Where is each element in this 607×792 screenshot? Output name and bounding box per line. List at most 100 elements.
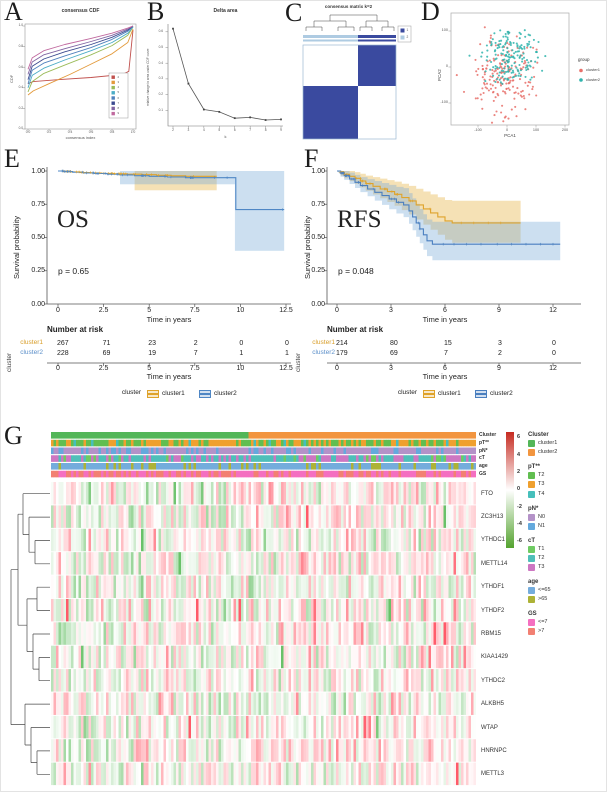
panel-e-pvalue: p = 0.65: [58, 266, 89, 276]
pca-point: [481, 107, 484, 110]
svgF-legend-label: cluster1: [438, 389, 461, 397]
panel-g-legend-label: <=65: [538, 587, 551, 593]
km-legend-line: [476, 393, 486, 395]
panel-g-legend-label: T3: [538, 481, 545, 488]
censor-mark: [281, 208, 284, 211]
panel-g-gene-label: RBM15: [481, 630, 502, 637]
panel-e-risk-title: Number at risk: [47, 325, 104, 334]
censor-mark: [551, 242, 555, 246]
panel-g-legend-swatch: [528, 513, 535, 521]
pca-point: [506, 47, 509, 50]
censor-mark: [61, 169, 65, 173]
pca-point: [490, 44, 493, 47]
panel-a-legend-label: 6: [117, 95, 120, 100]
panel-g-legend-label: >65: [538, 596, 548, 603]
pca-point: [501, 52, 504, 56]
pca-point: [529, 78, 532, 81]
panel-d-letter: D: [421, 0, 440, 26]
gene-dendrogram-branch: [36, 586, 50, 611]
pca-point: [523, 45, 526, 48]
censor-mark: [396, 193, 399, 196]
pca-point: [507, 58, 510, 61]
pca-point: [508, 43, 511, 46]
pca-point: [519, 67, 522, 70]
gene-dendrogram-branch: [34, 540, 50, 565]
censor-mark: [81, 170, 84, 174]
svgF-xtick: 12: [549, 307, 557, 314]
svgE-risk-value: 2: [193, 339, 198, 347]
delta-area-point: [172, 27, 174, 30]
pca-point: [536, 56, 539, 59]
panel-b-plot: [165, 24, 283, 129]
km-legend-swatch: [147, 389, 159, 398]
censor-mark: [124, 172, 128, 176]
panel-b-ytick: 0.2: [158, 91, 163, 96]
pca-point: [489, 87, 493, 90]
pca-point: [513, 62, 516, 65]
pca-point: [501, 67, 504, 70]
panel-g-legend-swatch: [528, 522, 535, 530]
cdf-curve-k5: [27, 26, 134, 88]
pca-point: [507, 68, 510, 71]
svgF-risk-value: 80: [390, 339, 398, 347]
pca-point: [511, 49, 514, 52]
matrix-cell-bl: [303, 86, 358, 139]
svgE-risk-value: 23: [148, 339, 156, 347]
pca-point: [484, 86, 487, 89]
svgF-ytick: 0.75: [311, 200, 325, 208]
panel-d-ytick: -100: [440, 100, 448, 104]
svgE-risk-xtick: 12.5: [279, 364, 293, 372]
pca-point: [516, 87, 519, 90]
pca-point: [514, 105, 517, 108]
pca-point: [501, 82, 504, 85]
pca-point: [489, 83, 492, 86]
pca-point: [498, 62, 502, 65]
heatmap-colorbar-tick: 0: [517, 486, 521, 493]
svgF-ytick: 0.25: [311, 267, 325, 275]
pca-point: [519, 69, 522, 72]
svgF-xtick: 6: [443, 307, 447, 314]
censor-mark: [169, 175, 173, 179]
pca-point: [490, 60, 493, 64]
pca-point: [492, 66, 495, 69]
svgE-ytick: 0.25: [31, 267, 45, 275]
pca-point: [510, 71, 513, 74]
pca-point: [505, 82, 508, 85]
svgE-ytick: 0.50: [31, 234, 45, 241]
km-legend-swatch: [199, 389, 211, 398]
pca-point: [487, 89, 490, 92]
ci-band: [337, 171, 561, 266]
gene-dendrogram-branch: [24, 703, 50, 746]
sample-dendrogram: [313, 20, 347, 27]
svgF-risk-value: 7: [444, 349, 448, 357]
panel-g-gene-label: METTL3: [481, 771, 505, 778]
pca-point: [537, 40, 540, 44]
panel-g-legend-label: cluster2: [538, 449, 558, 456]
pca-point: [506, 36, 509, 39]
pca-point: [503, 90, 506, 94]
panel-g-legend-label: T2: [538, 554, 545, 561]
panel-g-legend-label: cluster1: [538, 440, 558, 446]
panel-b-xtick: 2: [172, 128, 174, 133]
pca-point: [526, 67, 529, 71]
panel-g-gene-label: YTHDF2: [481, 607, 505, 614]
svgF-risk-row-label: cluster1: [312, 338, 335, 346]
panel-g-annotation-label: pT**: [479, 439, 489, 446]
panel-b-ytick: 0.3: [158, 76, 163, 81]
svgE-risk-value: 0: [239, 339, 244, 347]
pca-point: [506, 61, 509, 64]
gene-dendrogram-branch: [32, 633, 50, 670]
panel-d-legend-label: cluster2: [586, 76, 601, 82]
panel-a-xtick: 0.4: [67, 129, 73, 134]
panel-d-pca-plot: [448, 12, 583, 128]
pca-point: [518, 72, 521, 75]
panel-e-risk-xlabel: Time in years: [146, 372, 192, 381]
pca-point: [508, 53, 511, 56]
delta-area-point: [233, 117, 236, 120]
svgE-xtick: 7.5: [189, 307, 200, 314]
censor-mark: [126, 173, 129, 177]
panel-b-xtick: 9: [280, 128, 282, 133]
panel-g-legend-label: <=7: [538, 619, 548, 626]
km-legend-line: [200, 393, 210, 395]
pca-point: [519, 54, 522, 57]
